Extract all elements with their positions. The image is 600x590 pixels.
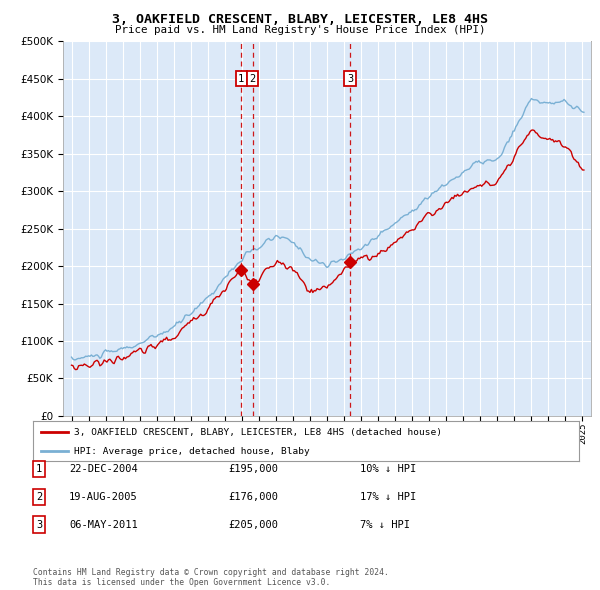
Text: 06-MAY-2011: 06-MAY-2011 [69, 520, 138, 529]
Text: 3, OAKFIELD CRESCENT, BLABY, LEICESTER, LE8 4HS: 3, OAKFIELD CRESCENT, BLABY, LEICESTER, … [112, 13, 488, 26]
Text: Contains HM Land Registry data © Crown copyright and database right 2024.
This d: Contains HM Land Registry data © Crown c… [33, 568, 389, 587]
Text: £195,000: £195,000 [228, 464, 278, 474]
Text: 1: 1 [238, 74, 244, 84]
Text: 7% ↓ HPI: 7% ↓ HPI [360, 520, 410, 529]
Text: 17% ↓ HPI: 17% ↓ HPI [360, 492, 416, 502]
Text: 3: 3 [36, 520, 42, 529]
Text: 1: 1 [36, 464, 42, 474]
Text: £205,000: £205,000 [228, 520, 278, 529]
Text: HPI: Average price, detached house, Blaby: HPI: Average price, detached house, Blab… [74, 447, 310, 456]
Text: 2: 2 [250, 74, 256, 84]
Text: 3, OAKFIELD CRESCENT, BLABY, LEICESTER, LE8 4HS (detached house): 3, OAKFIELD CRESCENT, BLABY, LEICESTER, … [74, 428, 442, 437]
Text: 19-AUG-2005: 19-AUG-2005 [69, 492, 138, 502]
Text: 3: 3 [347, 74, 353, 84]
Text: 2: 2 [36, 492, 42, 502]
Text: 22-DEC-2004: 22-DEC-2004 [69, 464, 138, 474]
Text: Price paid vs. HM Land Registry's House Price Index (HPI): Price paid vs. HM Land Registry's House … [115, 25, 485, 35]
Text: £176,000: £176,000 [228, 492, 278, 502]
Text: 10% ↓ HPI: 10% ↓ HPI [360, 464, 416, 474]
